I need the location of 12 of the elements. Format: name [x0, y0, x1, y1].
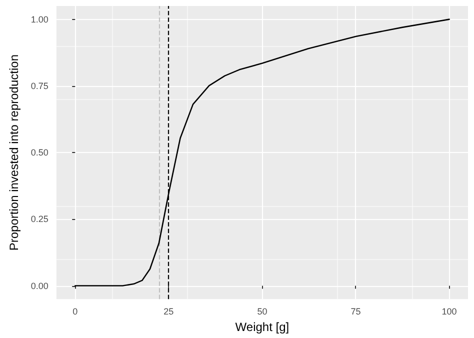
- y-tick-label: 0.00: [30, 280, 48, 291]
- x-tick-label: 25: [164, 306, 174, 317]
- y-tick-label: 0.25: [30, 214, 48, 224]
- y-tick-label: 1.00: [30, 14, 48, 24]
- x-axis-title: Weight [g]: [235, 320, 290, 334]
- x-tick-label: 50: [257, 306, 268, 317]
- x-tick-label: 100: [442, 306, 457, 317]
- x-tick-label: 0: [72, 306, 78, 317]
- y-tick-label: 0.75: [30, 80, 48, 91]
- y-axis-title: Proportion invested into reproduction: [7, 54, 21, 251]
- x-tick-label: 75: [350, 306, 361, 317]
- y-tick-label: 0.50: [30, 148, 48, 158]
